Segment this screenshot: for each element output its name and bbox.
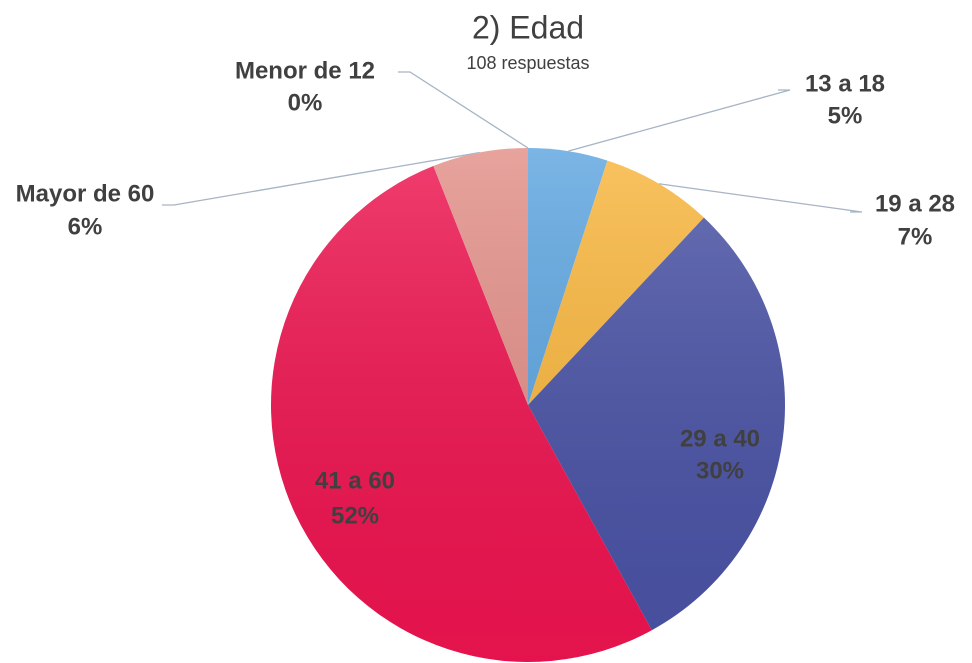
slice-label: 13 a 18 (805, 70, 885, 97)
slice-label: Mayor de 60 (16, 180, 155, 207)
leader-line (398, 71, 529, 149)
slice-value-label: 7% (898, 223, 933, 250)
slice-label: 41 a 60 (315, 467, 395, 494)
slice-value-label: 52% (331, 502, 379, 529)
slice-label: 19 a 28 (875, 190, 955, 217)
slice-label: Menor de 12 (235, 57, 375, 84)
chart-subtitle: 108 respuestas (466, 53, 589, 73)
slice-value-label: 0% (288, 89, 323, 116)
chart-title: 2) Edad (472, 9, 584, 45)
slice-label: 29 a 40 (680, 425, 760, 452)
slice-value-label: 5% (828, 102, 863, 129)
slice-value-label: 30% (696, 457, 744, 484)
slice-value-label: 6% (68, 213, 103, 240)
leader-line (568, 89, 791, 152)
